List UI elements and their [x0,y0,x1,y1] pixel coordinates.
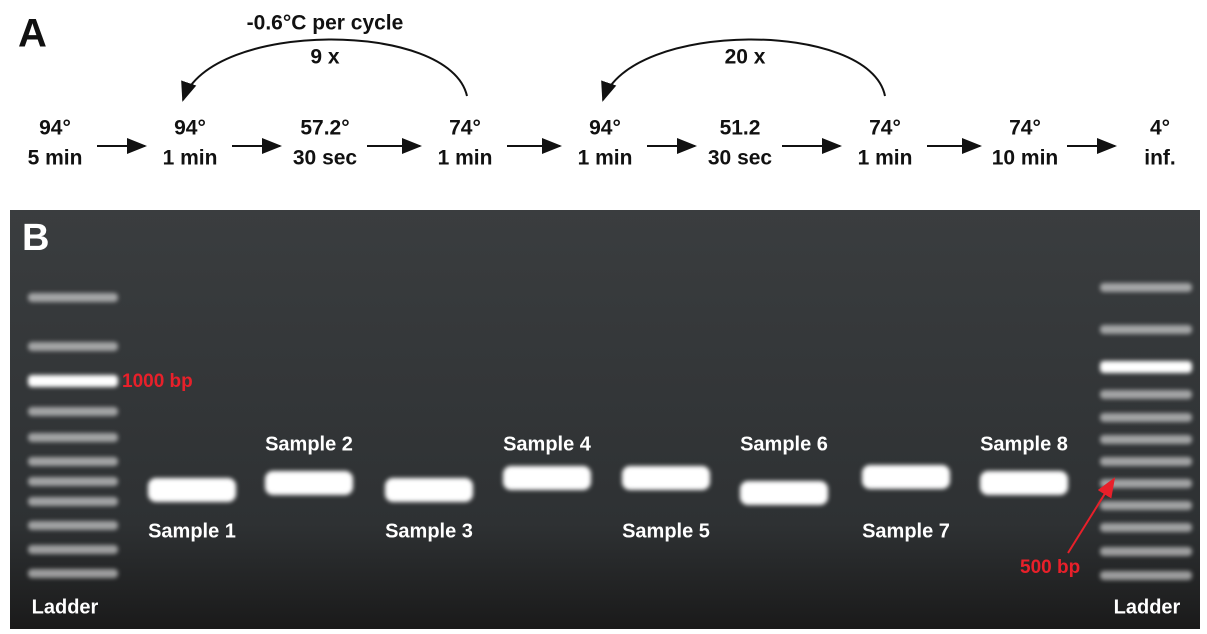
sample-label: Sample 6 [740,433,828,455]
step-temp: 94° [174,117,206,140]
step-temp: 74° [1009,117,1041,140]
ladder-band [1100,390,1192,399]
step-temp: 4° [1150,117,1170,140]
ladder-band [1100,435,1192,444]
marker-label: 500 bp [1020,557,1080,578]
ladder-band [28,457,118,466]
ladder-label: Ladder [1114,596,1181,618]
sample-label: Sample 5 [622,520,710,542]
ladder-band [1100,325,1192,334]
sample-band [503,466,591,490]
ladder-band [1100,523,1192,532]
sample-band [148,478,236,502]
step-temp: 74° [449,117,481,140]
sample-band [980,471,1068,495]
ladder-band [28,407,118,416]
step-time: 10 min [992,147,1059,170]
sample-band [385,478,473,502]
ladder-band [1100,571,1192,580]
ladder-band [28,497,118,506]
marker-label: 1000 bp [122,371,193,392]
step-time: 5 min [28,147,83,170]
sample-label: Sample 3 [385,520,473,542]
sample-band [862,465,950,489]
sample-label: Sample 8 [980,433,1068,455]
figure: A -0.6°C per cycle 9 x 20 x 94° 5 min 94° 1… [0,0,1207,629]
sample-label: Sample 7 [862,520,950,542]
loop-count: 20 x [725,46,766,69]
loop-count: 9 x [310,46,340,69]
step-time: 1 min [858,147,913,170]
panel-label: A [18,12,47,56]
sample-band [622,466,710,490]
ladder-band [1100,413,1192,422]
panel-label: B [22,217,49,259]
ladder-band [28,545,118,554]
ladder-band [1100,457,1192,466]
step-time: 30 sec [293,147,358,170]
ladder-band [28,433,118,442]
ladder-band [28,477,118,486]
ladder-band [28,342,118,351]
step-temp: 57.2° [300,117,349,140]
step-time: 1 min [578,147,633,170]
ladder-label: Ladder [32,596,99,618]
step-time: inf. [1144,147,1176,170]
step-temp: 94° [589,117,621,140]
sample-label: Sample 4 [503,433,592,455]
step-time: 30 sec [708,147,773,170]
ladder-band [28,521,118,530]
sample-band [265,471,353,495]
sample-label: Sample 1 [148,520,236,542]
ladder-band [28,293,118,302]
steps: 94° 5 min 94° 1 min 57.2° 30 sec 74° 1 min 94° 1 … [28,117,1176,170]
step-time: 1 min [163,147,218,170]
sample-label: Sample 2 [265,433,353,455]
ladder-band [1100,501,1192,510]
step-temp: 74° [869,117,901,140]
ladder-band [28,569,118,578]
loop-note: -0.6°C per cycle [247,12,404,35]
step-time: 1 min [438,147,493,170]
ladder-band [1100,283,1192,292]
ladder-band [28,375,118,387]
sample-band [740,481,828,505]
ladder-band [1100,547,1192,556]
step-temp: 94° [39,117,71,140]
ladder-band [1100,361,1192,373]
step-temp: 51.2 [720,117,761,140]
